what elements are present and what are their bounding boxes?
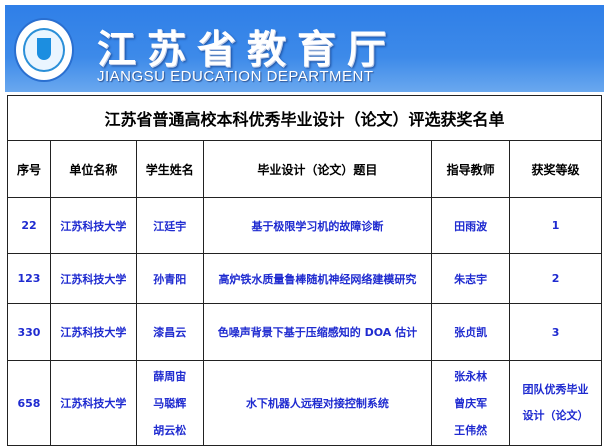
cell-topic: 色噪声背景下基于压缩感知的 DOA 估计	[202, 303, 433, 361]
cell-advisor: 张贞凯	[431, 303, 511, 361]
department-title-en: JIANGSU EDUCATION DEPARTMENT	[97, 68, 374, 85]
cell-no: 330	[7, 303, 51, 361]
col-header: 学生姓名	[135, 140, 204, 198]
cell-no: 22	[7, 197, 51, 254]
department-title-cn: 江苏省教育厅	[97, 28, 398, 73]
cell-student: 江廷宇	[135, 197, 204, 254]
advisor-name: 张永林	[454, 369, 488, 383]
col-header: 单位名称	[49, 140, 137, 198]
cell-no: 658	[7, 360, 51, 446]
col-header: 获奖等级	[509, 140, 602, 198]
cell-students: 薛周宙 马聪辉 胡云松	[135, 360, 204, 446]
cell-award: 2	[509, 253, 602, 304]
cell-award: 1	[509, 197, 602, 254]
department-logo-icon	[14, 18, 74, 82]
cell-student: 漆昌云	[135, 303, 204, 361]
advisor-name: 曾庆军	[454, 396, 488, 410]
table-header: 序号 单位名称 学生姓名 毕业设计（论文）题目 指导教师 获奖等级	[7, 140, 602, 198]
col-header: 序号	[7, 140, 51, 198]
table-title: 江苏省普通高校本科优秀毕业设计（论文）评选获奖名单	[7, 95, 602, 141]
col-header: 毕业设计（论文）题目	[202, 140, 433, 198]
student-name: 薛周宙	[153, 369, 187, 383]
cell-topic: 基于极限学习机的故障诊断	[202, 197, 433, 254]
cell-student: 孙青阳	[135, 253, 204, 304]
table-row: 22 江苏科技大学 江廷宇 基于极限学习机的故障诊断 田雨波 1	[7, 197, 602, 254]
cell-topic: 水下机器人远程对接控制系统	[202, 360, 433, 446]
table-row: 658 江苏科技大学 薛周宙 马聪辉 胡云松 水下机器人远程对接控制系统 张永林…	[7, 360, 602, 446]
cell-award: 3	[509, 303, 602, 361]
student-name: 马聪辉	[153, 396, 187, 410]
col-header: 指导教师	[431, 140, 511, 198]
cell-unit: 江苏科技大学	[49, 253, 137, 304]
cell-no: 123	[7, 253, 51, 304]
cell-award: 团队优秀毕业设计（论文）	[509, 360, 602, 446]
table-row: 123 江苏科技大学 孙青阳 高炉铁水质量鲁棒随机神经网络建模研究 朱志宇 2	[7, 253, 602, 304]
award-table: 江苏省普通高校本科优秀毕业设计（论文）评选获奖名单 序号 单位名称 学生姓名 毕…	[7, 95, 602, 446]
cell-advisor: 田雨波	[431, 197, 511, 254]
cell-unit: 江苏科技大学	[49, 303, 137, 361]
cell-advisors: 张永林 曾庆军 王伟然	[431, 360, 511, 446]
header-banner: 江苏省教育厅 JIANGSU EDUCATION DEPARTMENT	[5, 5, 604, 92]
advisor-name: 王伟然	[454, 423, 488, 437]
cell-unit: 江苏科技大学	[49, 360, 137, 446]
cell-advisor: 朱志宇	[431, 253, 511, 304]
cell-unit: 江苏科技大学	[49, 197, 137, 254]
table-row: 330 江苏科技大学 漆昌云 色噪声背景下基于压缩感知的 DOA 估计 张贞凯 …	[7, 303, 602, 361]
cell-topic: 高炉铁水质量鲁棒随机神经网络建模研究	[202, 253, 433, 304]
student-name: 胡云松	[153, 423, 187, 437]
